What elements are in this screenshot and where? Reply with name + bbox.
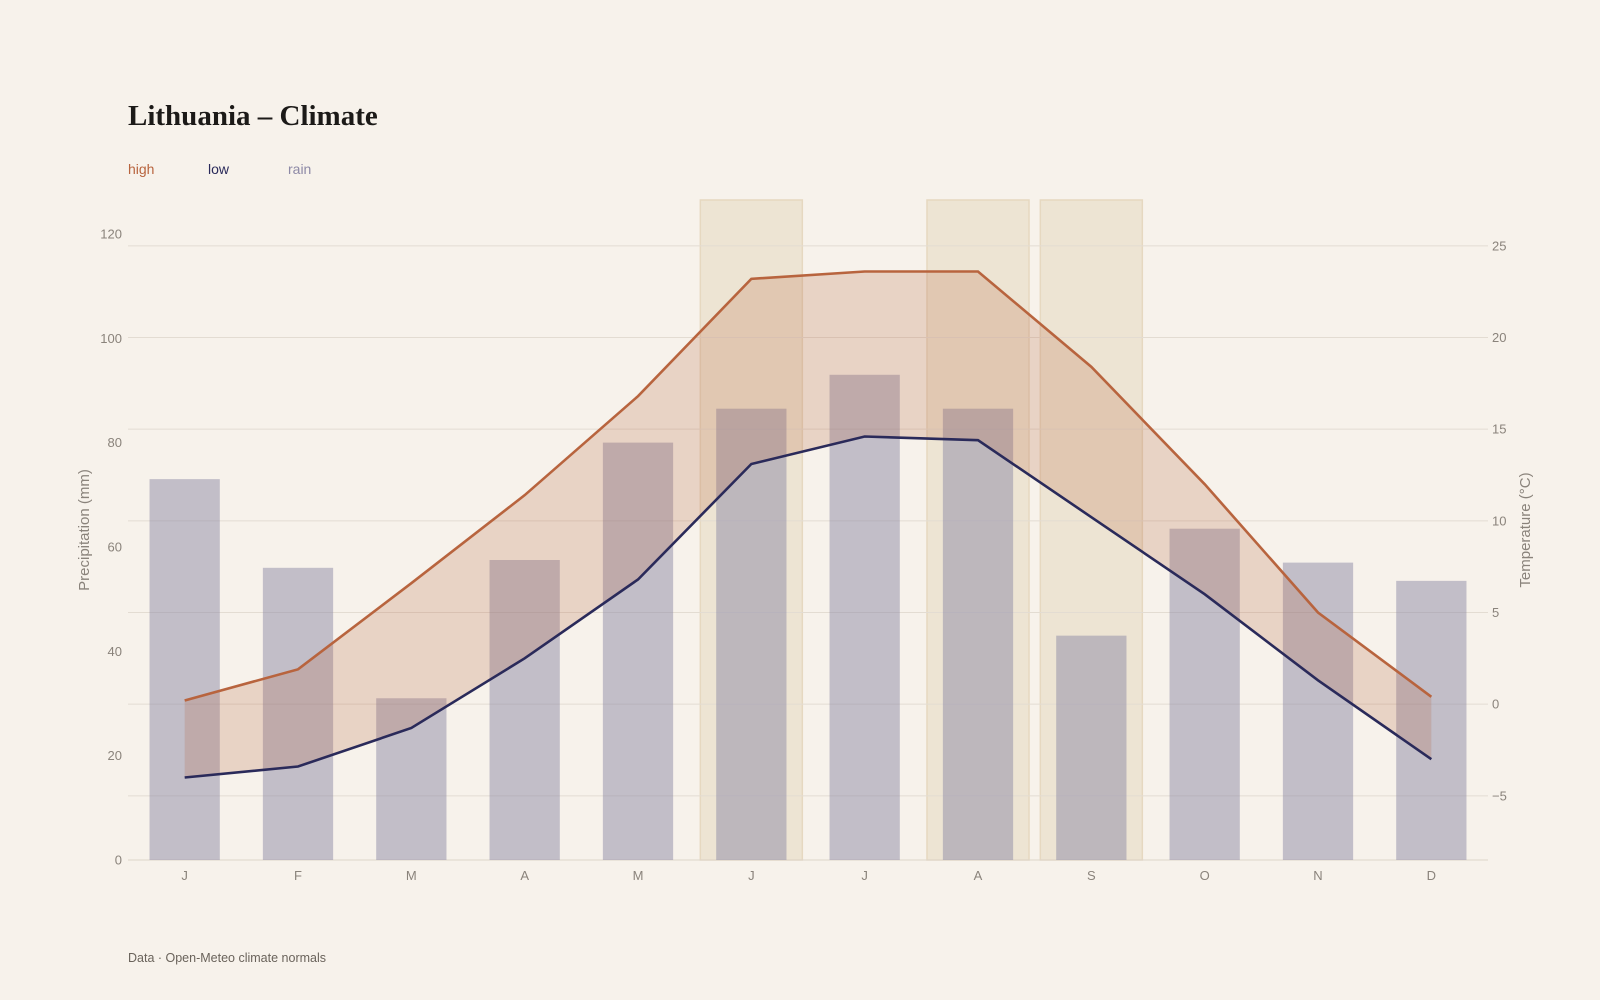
y-right-tick: −5: [1492, 788, 1507, 803]
x-tick-label: J: [181, 868, 188, 883]
rain-bar-6: [829, 374, 900, 860]
rain-bar-1: [262, 567, 334, 860]
rain-bar-9: [1169, 528, 1240, 860]
low-temperature-line: [184, 435, 1433, 779]
y-left-tick: 60: [108, 539, 122, 554]
x-tick-label: N: [1313, 868, 1322, 883]
rain-bar-11: [1396, 580, 1467, 860]
y-right-tick: 0: [1492, 697, 1499, 712]
x-tick-label: D: [1427, 868, 1436, 883]
x-tick-label: M: [633, 868, 644, 883]
x-tick-label: F: [294, 868, 302, 883]
y-right-tick: 5: [1492, 605, 1499, 620]
legend-low: low: [208, 161, 230, 177]
rain-bar-3: [489, 560, 560, 860]
legend: high low rain: [128, 161, 368, 177]
x-tick-label: J: [861, 868, 868, 883]
rain-bar-0: [149, 479, 220, 860]
legend-rain: rain: [288, 161, 312, 177]
y-right-tick: 10: [1492, 513, 1506, 528]
y-left-tick: 0: [115, 853, 122, 868]
x-tick-label: A: [974, 868, 983, 883]
rain-bar-7: [942, 408, 1014, 860]
x-tick-label: A: [520, 868, 529, 883]
x-tick-label: S: [1087, 868, 1096, 883]
y-right-tick: 15: [1492, 422, 1506, 437]
y-left-tick: 80: [108, 435, 122, 450]
rain-bar-2: [376, 698, 447, 860]
y-axis-right-title: Temperature (°C): [1517, 472, 1534, 587]
x-tick-label: M: [406, 868, 417, 883]
temperature-range-band: [184, 271, 1432, 778]
high-temperature-line: [184, 270, 1433, 702]
y-left-tick: 20: [108, 748, 122, 763]
rain-bar-5: [716, 408, 787, 860]
rain-bar-8: [1056, 635, 1127, 860]
y-left-tick: 100: [100, 331, 122, 346]
y-left-tick: 40: [108, 644, 122, 659]
rain-bar-4: [602, 442, 674, 860]
data-source-note: Data · Open-Meteo climate normals: [128, 951, 326, 965]
legend-high: high: [128, 161, 155, 177]
x-tick-label: O: [1200, 868, 1210, 883]
y-left-tick: 120: [100, 226, 122, 241]
y-right-tick: 20: [1492, 330, 1506, 345]
y-axis-left-title: Precipitation (mm): [76, 469, 93, 591]
x-tick-label: J: [748, 868, 755, 883]
y-right-tick: 25: [1492, 238, 1506, 253]
chart-title: Lithuania – Climate: [128, 100, 378, 132]
